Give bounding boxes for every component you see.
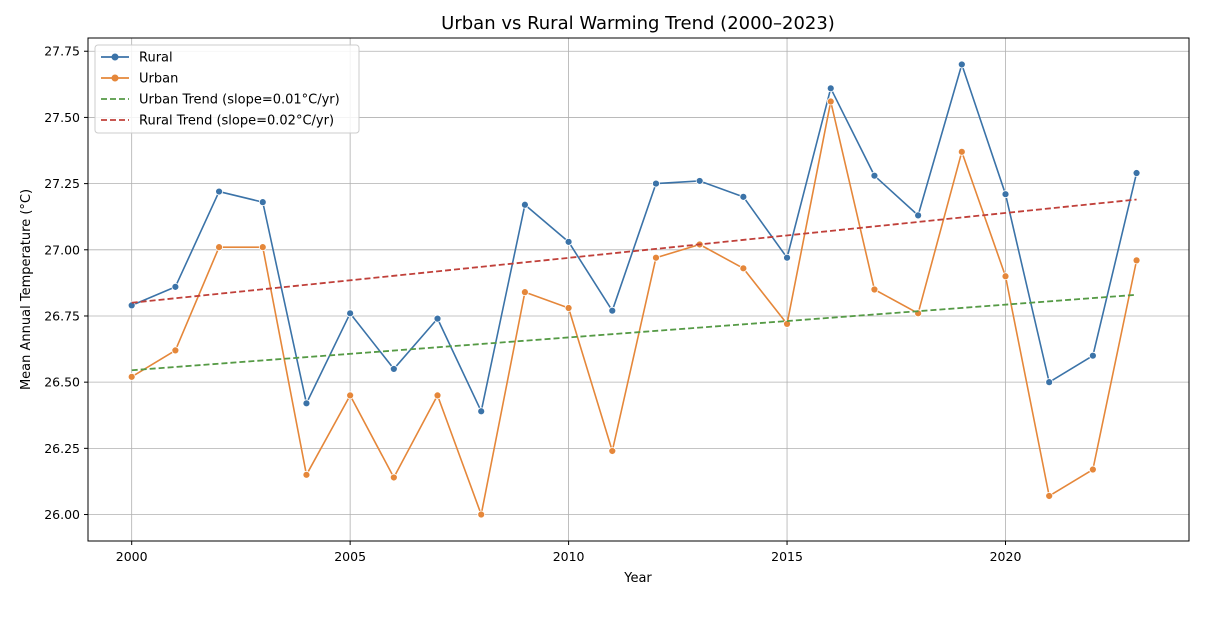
x-tick-label: 2005 xyxy=(334,549,366,564)
data-point-series-1 xyxy=(783,253,791,262)
data-point-series-2 xyxy=(564,304,573,312)
data-point-series-2 xyxy=(258,243,267,252)
data-point-series-1 xyxy=(608,306,617,315)
data-point-series-2 xyxy=(171,346,180,355)
data-point-series-1 xyxy=(957,60,966,69)
data-point-series-1 xyxy=(389,365,398,373)
data-point-series-2 xyxy=(215,243,223,252)
series-line-3 xyxy=(131,293,1137,372)
data-point-series-2 xyxy=(346,391,355,400)
legend-label: Rural Trend (slope=0.02°C/yr) xyxy=(139,114,334,129)
y-tick-label: 26.00 xyxy=(44,507,80,522)
series-line-1 xyxy=(131,63,1138,413)
data-point-series-2 xyxy=(652,253,660,262)
data-point-series-1 xyxy=(1045,378,1054,387)
legend: Rural Urban Urban Trend (slope=0.01°C/yr) R… xyxy=(94,44,360,134)
plot-frame xyxy=(87,37,1190,542)
x-axis-label: Year xyxy=(623,571,652,586)
data-point-series-2 xyxy=(302,470,311,479)
x-tick-label: 2015 xyxy=(771,549,803,564)
data-point-series-1 xyxy=(1088,351,1097,360)
legend-label: Urban Trend (slope=0.01°C/yr) xyxy=(139,93,340,108)
legend-label: Urban xyxy=(139,72,178,87)
data-point-series-1 xyxy=(652,179,660,188)
data-point-series-2 xyxy=(739,264,748,273)
data-point-series-2 xyxy=(870,285,879,294)
x-tick-label: 2000 xyxy=(116,549,148,564)
data-point-series-2 xyxy=(521,288,529,297)
chart-title: Urban vs Rural Warming Trend (2000–2023) xyxy=(441,13,835,34)
x-tick-label: 2020 xyxy=(990,549,1022,564)
data-point-series-1 xyxy=(564,237,573,246)
data-point-series-1 xyxy=(258,198,267,207)
data-point-series-1 xyxy=(1001,190,1010,199)
y-tick-label: 26.75 xyxy=(44,308,80,323)
plot-series xyxy=(127,60,1141,519)
data-point-series-2 xyxy=(826,97,835,106)
data-point-series-1 xyxy=(302,399,311,408)
data-point-series-1 xyxy=(215,187,223,196)
y-axis-label: Mean Annual Temperature (°C) xyxy=(19,189,34,390)
data-point-series-2 xyxy=(389,473,398,482)
data-point-series-2 xyxy=(608,447,617,455)
series-line-2 xyxy=(131,100,1138,516)
data-point-series-1 xyxy=(870,171,879,180)
x-tick-label: 2010 xyxy=(553,549,585,564)
y-tick-label: 27.00 xyxy=(44,242,80,257)
y-tick-label: 27.50 xyxy=(44,110,80,125)
data-point-series-1 xyxy=(1132,169,1141,177)
data-point-series-2 xyxy=(433,391,442,400)
data-point-series-2 xyxy=(957,147,966,156)
data-point-series-2 xyxy=(127,372,136,381)
legend-label: Rural xyxy=(139,51,173,66)
data-point-series-2 xyxy=(1088,465,1097,474)
data-point-series-1 xyxy=(433,314,442,323)
data-point-series-2 xyxy=(1132,256,1141,265)
y-axis: 26.00 26.25 26.50 26.75 27.00 27.25 27.50 27.75 xyxy=(44,44,88,522)
data-point-series-1 xyxy=(521,200,529,209)
data-point-series-2 xyxy=(1001,272,1010,281)
legend-swatch-marker xyxy=(111,53,119,61)
y-tick-label: 26.50 xyxy=(44,375,80,390)
data-point-series-2 xyxy=(477,510,486,519)
series-line-4 xyxy=(131,198,1137,304)
data-point-series-1 xyxy=(477,407,486,416)
data-point-series-1 xyxy=(739,192,748,201)
y-tick-label: 26.25 xyxy=(44,441,80,456)
y-tick-label: 27.25 xyxy=(44,176,80,191)
data-point-series-1 xyxy=(826,84,835,93)
data-point-series-1 xyxy=(914,211,923,220)
x-axis: 2000 2005 2010 2015 2020 xyxy=(116,541,1022,564)
legend-swatch-marker xyxy=(111,74,119,82)
legend-box xyxy=(94,44,360,134)
data-point-series-2 xyxy=(1045,492,1054,500)
data-point-series-1 xyxy=(171,282,180,291)
data-point-series-1 xyxy=(695,177,704,185)
y-tick-label: 27.75 xyxy=(44,44,80,59)
data-point-series-1 xyxy=(346,309,355,318)
